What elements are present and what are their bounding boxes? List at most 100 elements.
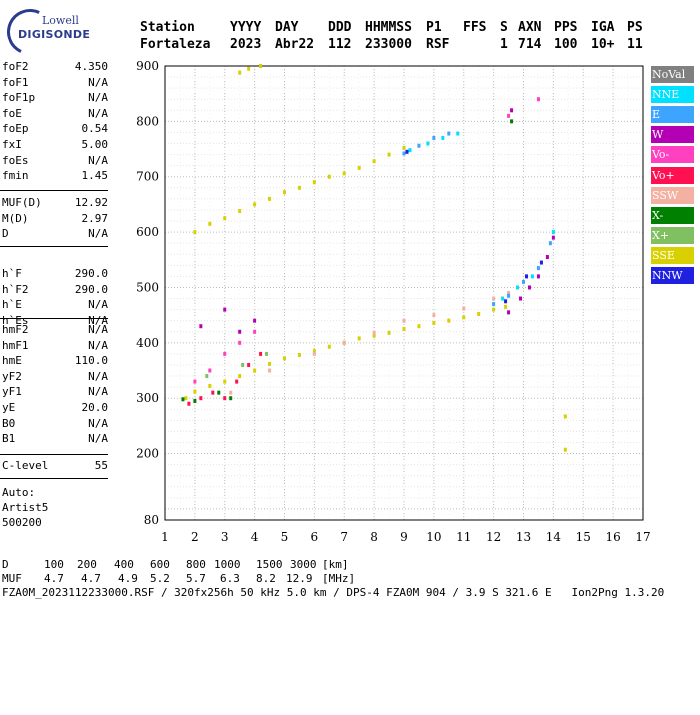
footer-muf-2: 4.7 [81,572,101,585]
data-point [462,306,466,311]
param-value: N/A [88,227,108,241]
hdr-day: DAY [275,20,299,35]
footer-d-unit: [km] [322,558,349,571]
data-point [312,180,316,185]
legend-item-vo-: Vo+ [651,166,694,184]
data-point [229,396,233,401]
data-point [259,64,263,68]
param-row: h`F 290.0 [2,267,108,282]
y-tick-label: 900 [136,59,159,73]
param-row: D N/A [2,227,108,242]
digisonde-logo: Lowell DIGISONDE [0,2,90,62]
data-point [510,108,514,113]
y-tick-label: 800 [136,114,159,128]
data-point [447,131,451,136]
data-point [432,135,436,140]
data-point [297,185,301,190]
param-row: foF1p N/A [2,91,108,106]
x-tick-label: 16 [605,530,620,544]
data-point [492,302,496,307]
legend-item-noval: NoVal [651,66,694,83]
data-point [193,230,197,235]
data-point [199,324,203,329]
data-point [184,396,188,401]
param-key: M(D) [2,211,29,225]
val-day: Abr22 [275,37,315,52]
data-point [507,113,511,118]
data-point [492,307,496,312]
data-point [357,165,361,170]
hdr-iga: IGA [591,20,615,35]
data-point [507,291,511,295]
data-point [187,401,191,406]
param-value: 4.350 [74,60,108,73]
data-point [229,390,233,395]
data-point [265,351,269,356]
param-key: hmF1 [2,338,29,352]
data-point [504,304,508,309]
footer-muf-label: MUF [2,572,22,585]
param-key: foEs [2,153,29,167]
param-key: B1 [2,432,16,446]
data-point [477,312,481,317]
data-point [426,141,430,146]
footer-muf-7: 8.2 [256,572,276,585]
data-point [223,216,227,221]
data-point [241,362,245,367]
param-row: foF1 N/A [2,76,108,91]
param-value: 2.97 [81,211,109,225]
data-point [357,336,361,341]
footer-d-2: 200 [77,558,97,571]
param-value: 5.00 [81,138,109,151]
param-value: 12.92 [74,196,108,209]
legend-item-vo-: Vo- [651,146,694,164]
y-tick-label: 600 [136,225,159,239]
param-row: hmF2 N/A [2,323,108,338]
data-point [432,320,436,325]
param-key: MUF(D) [2,196,42,209]
footer-muf-3: 4.9 [118,572,138,585]
data-point [563,447,567,452]
hdr-axn: AXN [518,20,542,35]
data-point [193,389,197,394]
data-point [283,356,286,361]
data-point [447,318,451,323]
param-row: h`F2 290.0 [2,283,108,298]
data-point [327,344,331,349]
param-row: C-level 55 [2,459,108,474]
panel-divider [0,190,108,191]
param-row: fxI 5.00 [2,138,108,153]
hdr-yyyy: YYYY [230,20,262,35]
param-row: h`Es N/A [2,314,108,329]
data-point [193,398,197,403]
data-point [238,374,242,379]
hdr-ffs: FFS [463,20,487,35]
val-s: 1 [500,37,508,52]
val-year: 2023 [230,37,262,52]
x-tick-label: 2 [191,530,199,544]
param-key: fxI [2,138,22,151]
data-point [417,143,421,148]
logo-lowell: Lowell [42,14,79,27]
param-key: yF2 [2,369,22,383]
data-point [208,368,212,373]
x-tick-label: 12 [486,530,501,544]
panel-divider [0,246,108,247]
data-point [504,299,508,304]
param-row: MUF(D) 12.92 [2,196,108,211]
x-tick-label: 13 [516,530,531,544]
param-row: h`E N/A [2,298,108,313]
param-value: N/A [88,106,108,120]
param-row: B0 N/A [2,417,108,432]
param-value: N/A [88,91,108,105]
footer-d-7: 1500 [256,558,283,571]
data-point [238,209,242,214]
data-point [501,296,505,301]
param-value: N/A [88,338,108,352]
data-point [524,274,528,279]
param-key: h`F2 [2,282,29,296]
param-value: 110.0 [74,354,108,368]
footer-d-1: 100 [44,558,64,571]
param-row: yF1 N/A [2,385,108,400]
data-point [372,330,376,335]
